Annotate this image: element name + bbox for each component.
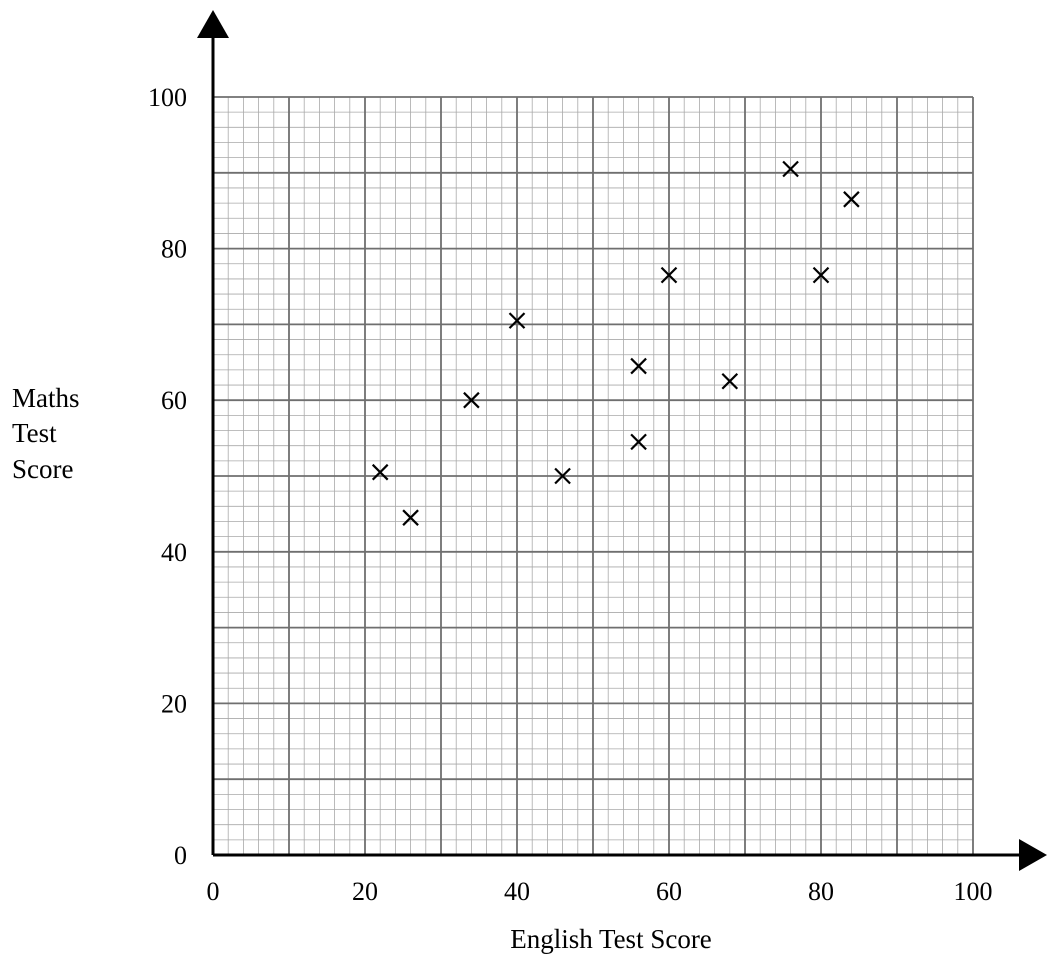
x-tick-label: 20 (352, 877, 378, 906)
x-axis-title: English Test Score (510, 924, 712, 954)
data-point-cross (508, 312, 526, 329)
x-tick-label: 40 (504, 877, 530, 906)
y-tick-labels: 0 20 40 60 80 100 (148, 83, 187, 870)
y-axis-title-line-3: Score (12, 454, 73, 484)
data-point-stroke (554, 467, 571, 485)
data-point-stroke (721, 372, 739, 390)
data-point-stroke (630, 433, 647, 451)
data-point-cross (463, 391, 480, 409)
data-point-cross (630, 357, 647, 375)
data-point-stroke (812, 266, 830, 284)
data-point-stroke (630, 357, 647, 375)
data-point-cross (554, 467, 571, 485)
data-point-cross (812, 266, 830, 284)
data-point-cross (721, 372, 739, 390)
y-axis-title-line-1: Maths (12, 383, 80, 413)
data-points (371, 160, 860, 526)
x-tick-label: 0 (207, 877, 220, 906)
y-tick-label: 20 (161, 689, 187, 718)
data-point-stroke (402, 509, 419, 526)
axes (197, 10, 1047, 871)
grid-major (212, 96, 974, 856)
data-point-cross (660, 266, 678, 284)
x-tick-label: 80 (808, 877, 834, 906)
data-point-stroke (508, 312, 526, 329)
y-tick-label: 60 (161, 386, 187, 415)
data-point-cross (782, 160, 799, 178)
x-tick-label: 60 (656, 877, 682, 906)
x-tick-label: 100 (954, 877, 993, 906)
x-axis-arrow (1019, 839, 1047, 871)
y-tick-label: 40 (161, 538, 187, 567)
data-point-stroke (371, 463, 389, 481)
data-point-cross (371, 463, 389, 481)
y-tick-label: 0 (174, 841, 187, 870)
y-tick-label: 80 (161, 235, 187, 264)
y-axis-title-line-2: Test (12, 418, 57, 448)
y-axis-arrow (197, 10, 229, 38)
data-point-stroke (660, 266, 678, 284)
x-tick-labels: 0 20 40 60 80 100 (207, 877, 993, 906)
data-point-stroke (843, 191, 860, 208)
data-point-cross (843, 191, 860, 208)
data-point-cross (630, 433, 647, 451)
data-point-stroke (463, 391, 480, 409)
data-point-stroke (782, 160, 799, 178)
data-point-cross (402, 509, 419, 526)
y-tick-label: 100 (148, 83, 187, 112)
